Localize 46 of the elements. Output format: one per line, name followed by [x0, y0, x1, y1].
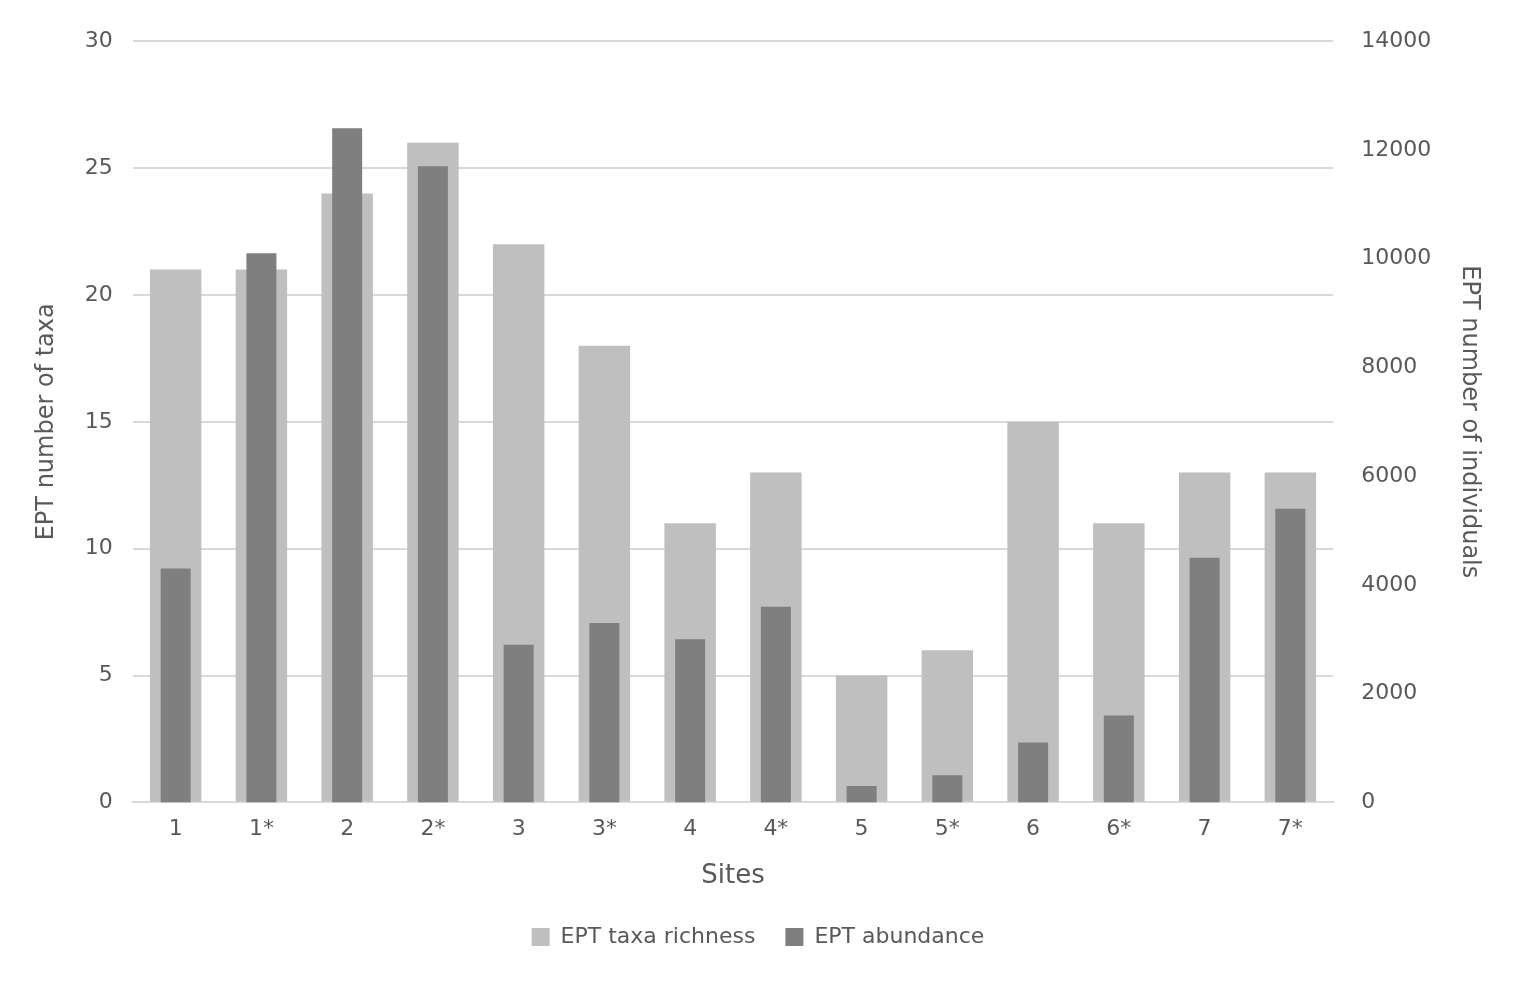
x-tick-label: 4 — [683, 815, 698, 841]
x-tick-label: 5 — [854, 815, 869, 841]
x-tick-label: 7 — [1197, 815, 1212, 841]
x-tick-label: 2* — [420, 815, 446, 841]
y-tick-label: 10 — [84, 534, 113, 560]
y-tick-label: 20 — [84, 280, 113, 306]
y-tick-label: 30 — [84, 26, 113, 52]
x-tick-label: 1* — [248, 815, 274, 841]
x-tick-label: 6 — [1026, 815, 1041, 841]
bar — [675, 639, 706, 803]
bar — [160, 568, 191, 803]
y2-tick-label: 0 — [1361, 788, 1376, 814]
y2-axis-title: EPT number of individuals — [1457, 265, 1486, 579]
bar — [846, 786, 877, 803]
x-tick-label: 6* — [1106, 815, 1132, 841]
y2-tick-label: 14000 — [1361, 26, 1432, 52]
y2-tick-label: 4000 — [1361, 570, 1418, 596]
bar — [1103, 715, 1134, 803]
legend-label: EPT abundance — [814, 922, 985, 948]
y2-tick-label: 8000 — [1361, 353, 1418, 379]
y-axis-title: EPT number of taxa — [30, 303, 59, 541]
y2-tick-label: 10000 — [1361, 244, 1432, 270]
y2-tick-label: 12000 — [1361, 135, 1432, 161]
bar — [1007, 421, 1059, 802]
x-tick-label: 3 — [511, 815, 526, 841]
bar — [1018, 742, 1049, 803]
x-tick-label: 1 — [168, 815, 183, 841]
x-axis-title: Sites — [701, 859, 765, 890]
x-tick-label: 5* — [934, 815, 960, 841]
x-tick-label: 7* — [1277, 815, 1303, 841]
y-tick-label: 15 — [84, 407, 113, 433]
bar — [932, 775, 963, 803]
y-tick-label: 25 — [84, 153, 113, 179]
y2-tick-label: 6000 — [1361, 461, 1418, 487]
bar — [1189, 557, 1220, 803]
y-tick-label: 0 — [98, 788, 113, 814]
x-tick-label: 3* — [591, 815, 617, 841]
y2-tick-label: 2000 — [1361, 679, 1418, 705]
bar — [835, 675, 888, 802]
bar — [503, 644, 534, 803]
y-tick-label: 5 — [98, 661, 113, 687]
bar — [760, 606, 791, 803]
legend-label: EPT taxa richness — [560, 922, 756, 948]
x-tick-label: 2 — [340, 815, 355, 841]
bar — [589, 622, 620, 803]
x-tick-label: 4* — [763, 815, 789, 841]
